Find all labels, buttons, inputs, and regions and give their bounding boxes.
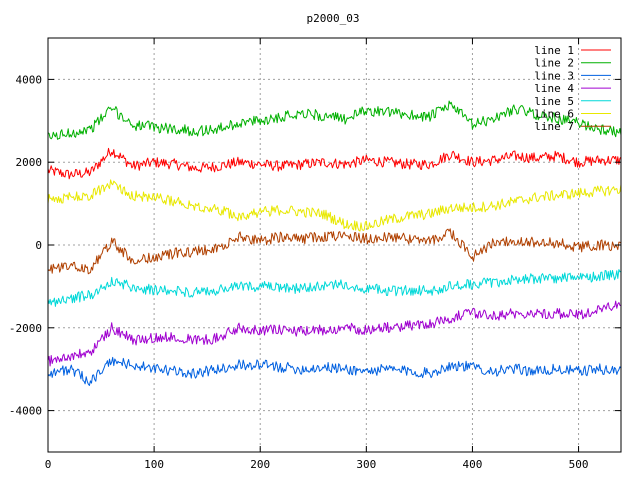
series-line-5 <box>47 269 622 307</box>
legend-label-6: line 6 <box>534 108 574 121</box>
y-tick-label: -2000 <box>9 322 42 335</box>
y-tick-label: 0 <box>35 239 42 252</box>
series-line-3 <box>47 356 622 386</box>
y-tick-label: 2000 <box>16 156 43 169</box>
x-tick-label: 0 <box>45 458 52 471</box>
series-line-7 <box>47 228 622 275</box>
chart-title: p2000_03 <box>307 12 360 25</box>
x-tick-label: 300 <box>356 458 376 471</box>
x-tick-label: 100 <box>144 458 164 471</box>
axis-ticks: 0 100 200 300 400 500 -4000 -2000 0 2000 4000 <box>9 38 621 471</box>
series-line-1 <box>47 147 622 180</box>
series-line-6 <box>47 179 622 232</box>
series-lines <box>47 100 622 386</box>
legend-label-4: line 4 <box>534 82 574 95</box>
x-tick-label: 400 <box>463 458 483 471</box>
x-tick-label: 500 <box>569 458 589 471</box>
x-tick-label: 200 <box>250 458 270 471</box>
legend-label-2: line 2 <box>534 57 574 70</box>
legend-label-3: line 3 <box>534 69 574 82</box>
y-tick-label: -4000 <box>9 405 42 418</box>
y-tick-label: 4000 <box>16 73 43 86</box>
legend-label-1: line 1 <box>534 44 574 57</box>
legend-label-7: line 7 <box>534 120 574 133</box>
series-line-2 <box>47 100 622 140</box>
legend-label-5: line 5 <box>534 95 574 108</box>
series-line-4 <box>47 300 622 367</box>
